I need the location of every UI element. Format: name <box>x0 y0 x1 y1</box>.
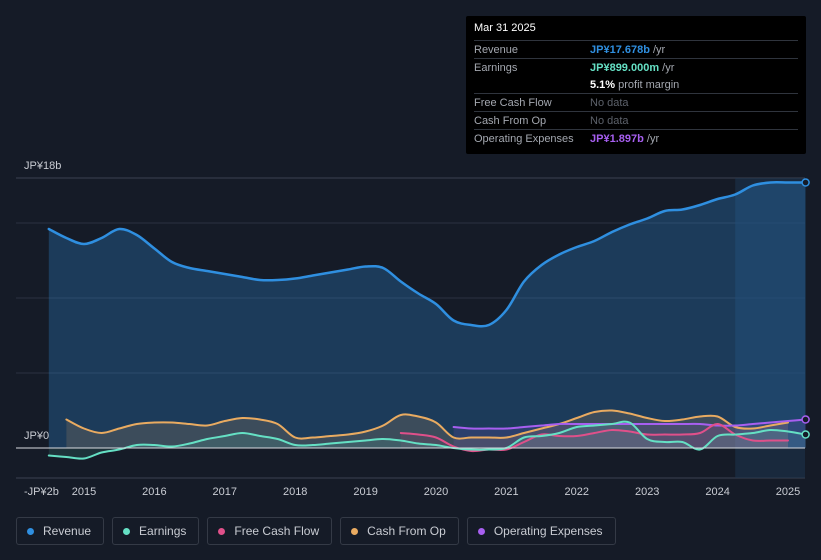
tooltip-value: JP¥899.000m <box>590 61 660 74</box>
end-dot-earnings <box>801 430 810 439</box>
legend-cash-from-op[interactable]: Cash From Op <box>340 517 459 545</box>
x-tick-label: 2016 <box>142 486 166 498</box>
end-dot-revenue <box>801 178 810 187</box>
area-free-cash-flow <box>400 423 788 452</box>
legend-label: Cash From Op <box>367 524 446 538</box>
tooltip-nodata: No data <box>590 96 629 109</box>
legend-label: Earnings <box>139 524 187 538</box>
tooltip-nodata: No data <box>590 114 629 127</box>
area-operating-expenses <box>453 419 806 448</box>
tooltip-unit: /yr <box>659 61 675 74</box>
line-operating-expenses <box>452 418 807 430</box>
x-tick-label: 2023 <box>635 486 659 498</box>
series-lines <box>16 181 807 460</box>
tooltip-label: Free Cash Flow <box>474 96 552 109</box>
legend-label: Free Cash Flow <box>234 524 320 538</box>
tooltip-row-revenue: Revenue JP¥17.678b /yr <box>474 41 798 59</box>
x-tick-label: 2018 <box>283 486 307 498</box>
legend-free-cash-flow[interactable]: Free Cash Flow <box>207 517 333 545</box>
legend-dot-icon <box>218 527 226 535</box>
tooltip-value: JP¥1.897b <box>590 132 644 145</box>
y-tick-label: -JP¥2b <box>24 486 59 498</box>
x-axis-labels: 2015 2016 2017 2018 2019 2020 2021 2022 2023 2024… <box>72 486 800 498</box>
y-tick-label: JP¥18b <box>24 160 61 172</box>
legend-dot-icon <box>27 527 34 535</box>
tooltip-row-cash-from-op: Cash From Op No data <box>474 112 798 130</box>
tooltip-unit: /yr <box>643 132 660 145</box>
gridlines <box>16 177 805 479</box>
area-cash-from-op <box>66 410 788 448</box>
legend-earnings[interactable]: Earnings <box>112 517 200 545</box>
line-revenue <box>47 181 807 328</box>
x-tick-label: 2024 <box>705 486 729 498</box>
x-tick-label: 2019 <box>353 486 377 498</box>
series-end-dots <box>801 178 810 439</box>
tooltip-label: Earnings <box>474 61 518 74</box>
tooltip-row-free-cash-flow: Free Cash Flow No data <box>474 94 798 112</box>
tooltip-row-profit-margin: 5.1% profit margin <box>474 76 798 94</box>
tooltip-label: Operating Expenses <box>474 132 574 145</box>
x-tick-label: 2015 <box>72 486 96 498</box>
line-earnings <box>47 420 807 460</box>
legend-label: Operating Expenses <box>493 524 603 538</box>
tooltip-value: JP¥17.678b <box>590 43 650 56</box>
tooltip-label: Revenue <box>474 43 519 56</box>
x-tick-label: 2022 <box>565 486 589 498</box>
financial-chart: JP¥18b JP¥0 -JP¥2b 2015 2016 2017 2018 2019 202… <box>16 160 810 498</box>
tooltip-row-operating-expenses: Operating Expenses JP¥1.897b /yr <box>474 130 798 147</box>
x-tick-label: 2017 <box>213 486 237 498</box>
legend-label: Revenue <box>43 524 92 538</box>
legend-revenue[interactable]: Revenue <box>16 517 105 545</box>
area-revenue <box>48 182 806 448</box>
end-dot-operating-expenses <box>801 415 810 424</box>
y-axis-labels: JP¥18b JP¥0 -JP¥2b <box>24 160 61 498</box>
tooltip-value: 5.1% <box>590 78 616 91</box>
tooltip-unit: /yr <box>649 43 666 56</box>
legend-dot-icon <box>477 527 485 535</box>
x-tick-label: 2021 <box>494 486 518 498</box>
data-tooltip: Mar 31 2025 Revenue JP¥17.678b /yr Earni… <box>466 16 806 154</box>
legend-dot-icon <box>123 527 131 535</box>
line-free-cash-flow <box>399 422 789 453</box>
tooltip-unit: profit margin <box>615 78 680 91</box>
line-cash-from-op <box>65 409 789 440</box>
x-tick-label: 2020 <box>424 486 448 498</box>
chart-legend: Revenue Earnings Free Cash Flow Cash Fro… <box>16 517 616 545</box>
legend-operating-expenses[interactable]: Operating Expenses <box>466 517 616 545</box>
tooltip-date: Mar 31 2025 <box>474 22 798 41</box>
y-tick-label: JP¥0 <box>24 430 49 442</box>
legend-dot-icon <box>351 527 359 535</box>
tooltip-row-earnings: Earnings JP¥899.000m /yr <box>474 59 798 76</box>
x-tick-label: 2025 <box>776 486 800 498</box>
tooltip-label: Cash From Op <box>474 114 547 127</box>
